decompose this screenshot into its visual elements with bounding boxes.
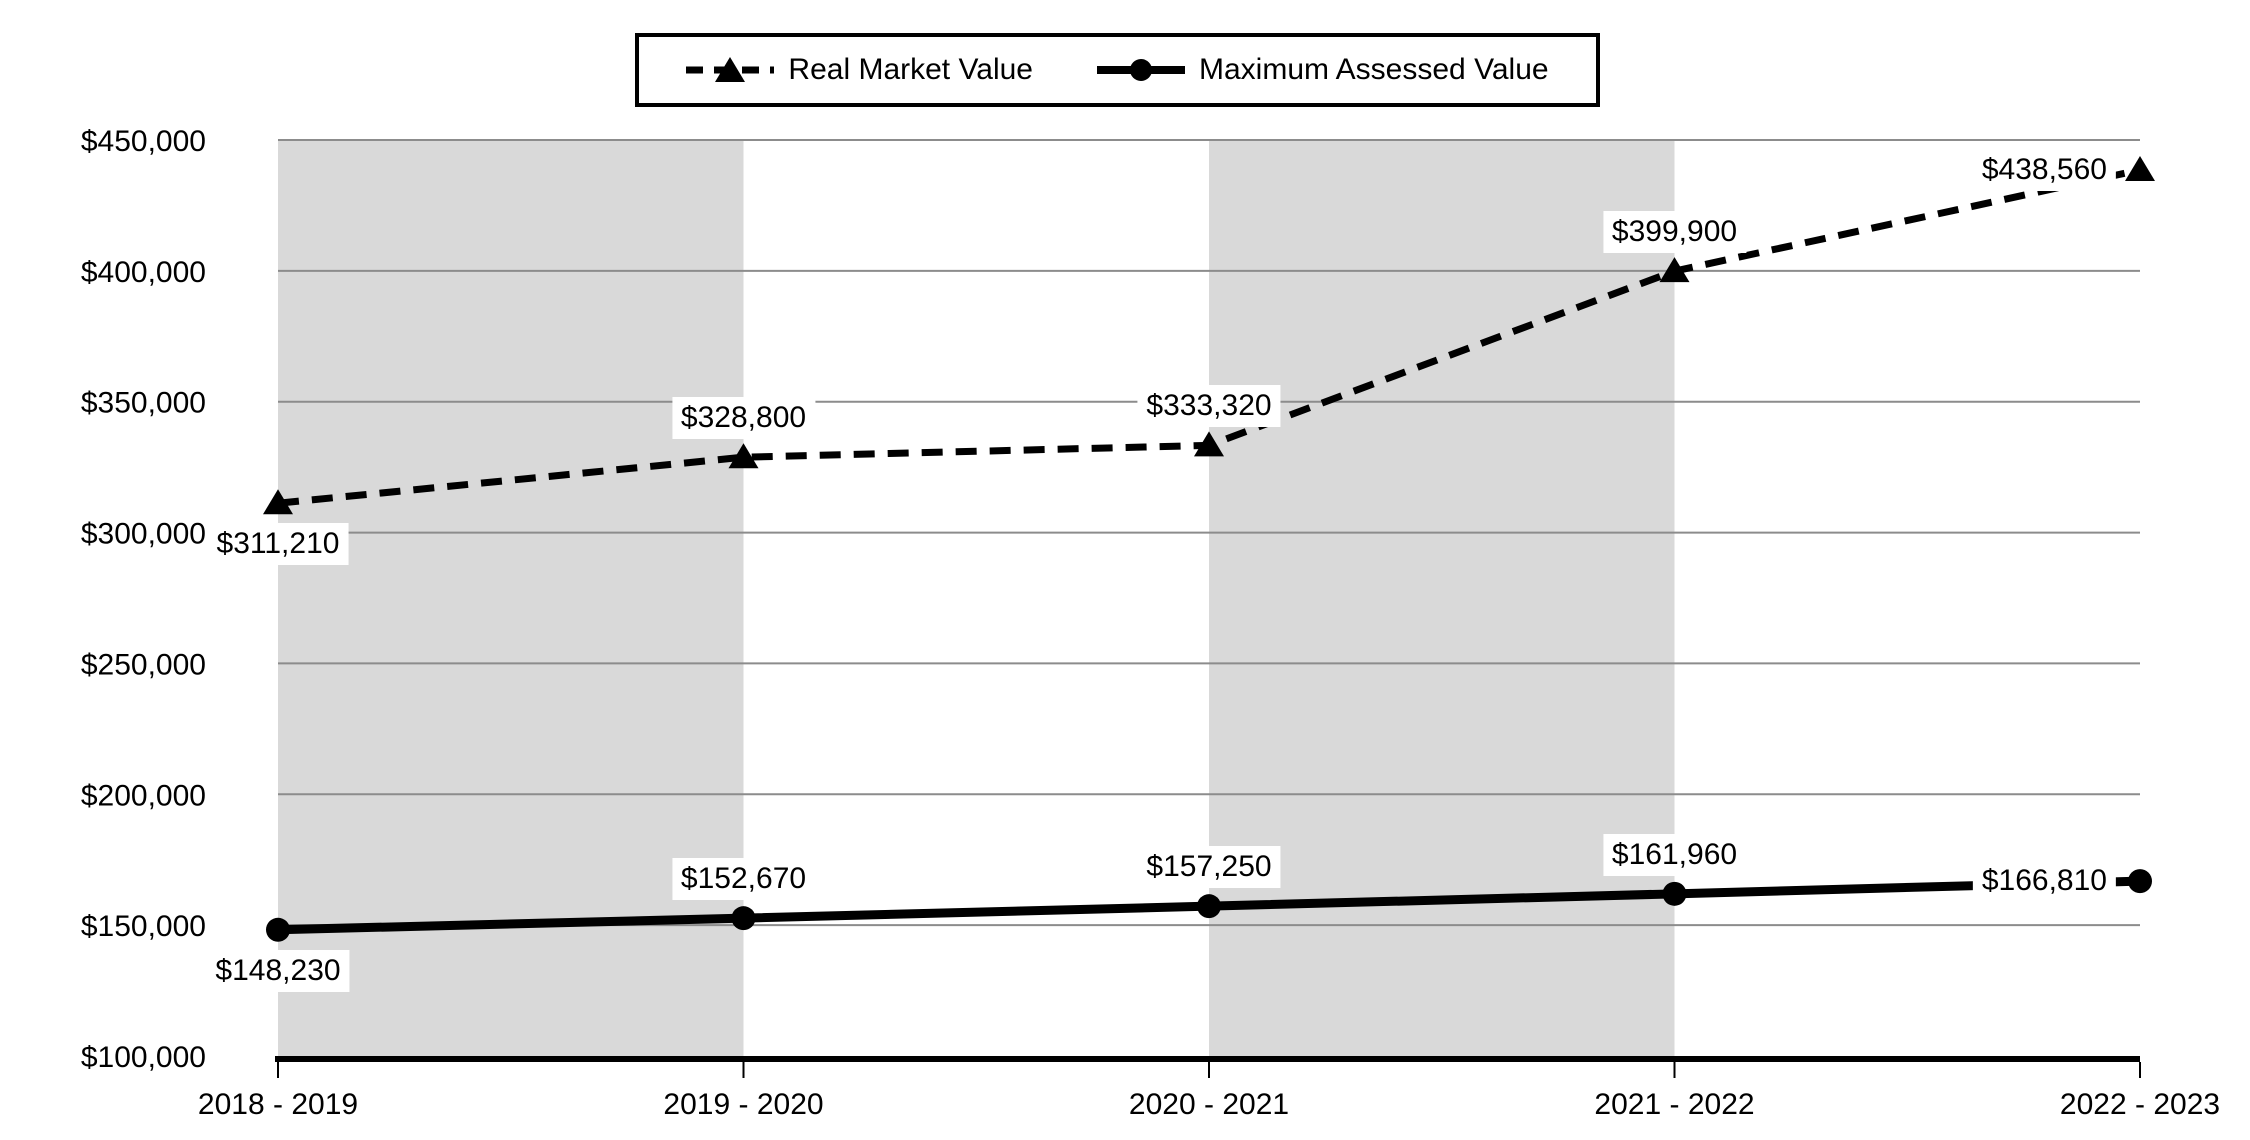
dashed-line-triangle-marker-icon [686, 57, 775, 82]
triangle-marker [2125, 155, 2155, 181]
x-axis-label: 2022 - 2023 [2060, 1088, 2220, 1121]
circle-marker [1197, 894, 1221, 919]
y-axis-label: $300,000 [81, 518, 206, 551]
x-axis-label: 2018 - 2019 [198, 1088, 358, 1121]
triangle-marker [1194, 431, 1224, 457]
circle-marker [266, 917, 290, 942]
circle-marker [1662, 881, 1687, 906]
y-axis-label: $400,000 [81, 256, 206, 289]
circle-marker [731, 906, 756, 931]
x-axis-label: 2019 - 2020 [663, 1088, 823, 1121]
triangle-marker [728, 443, 759, 469]
legend-label-maximum-assessed-value: Maximum Assessed Value [1198, 53, 1549, 86]
solid-line-circle-marker-icon [1096, 59, 1185, 81]
y-axis-label: $100,000 [81, 1041, 206, 1074]
y-axis-label: $450,000 [81, 125, 206, 158]
shaded-band [278, 140, 744, 1056]
x-axis-label: 2020 - 2021 [1129, 1088, 1289, 1121]
y-axis-label: $350,000 [81, 387, 206, 420]
x-axis-label: 2021 - 2022 [1594, 1088, 1754, 1121]
legend-label-real-market-value: Real Market Value [788, 53, 1033, 86]
y-axis-label: $200,000 [81, 779, 206, 812]
triangle-marker [263, 489, 293, 515]
triangle-marker [1659, 257, 1690, 283]
legend-item-maximum-assessed-value: Maximum Assessed Value [1096, 53, 1549, 87]
legend: Real Market Value Maximum Assessed Value [635, 33, 1600, 107]
legend-item-real-market-value: Real Market Value [686, 53, 1033, 87]
y-axis-label: $150,000 [81, 910, 206, 943]
y-axis-label: $250,000 [81, 648, 206, 681]
circle-marker [2128, 869, 2152, 894]
shaded-band [1209, 140, 1675, 1056]
